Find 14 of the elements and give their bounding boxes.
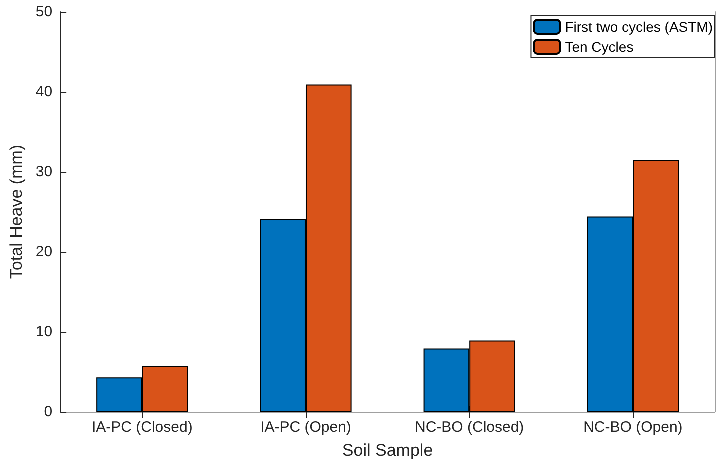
x-tick-label: IA-PC (Closed): [92, 419, 193, 436]
y-tick-label: 30: [36, 164, 53, 180]
y-axis-title: Total Heave (mm): [7, 144, 26, 280]
x-tick-label: NC-BO (Closed): [415, 419, 524, 436]
x-tick-label: IA-PC (Open): [260, 419, 352, 436]
legend-label: Ten Cycles: [565, 39, 634, 55]
y-tick-label: 10: [36, 324, 53, 340]
legend-label: First two cycles (ASTM): [565, 19, 713, 35]
x-tick-label: NC-BO (Open): [584, 419, 683, 436]
y-tick-label: 50: [36, 4, 53, 20]
y-tick-label: 20: [36, 244, 53, 260]
x-axis-title: Soil Sample: [342, 441, 434, 460]
y-tick-label: 0: [44, 404, 53, 420]
y-tick-label: 40: [36, 84, 53, 100]
